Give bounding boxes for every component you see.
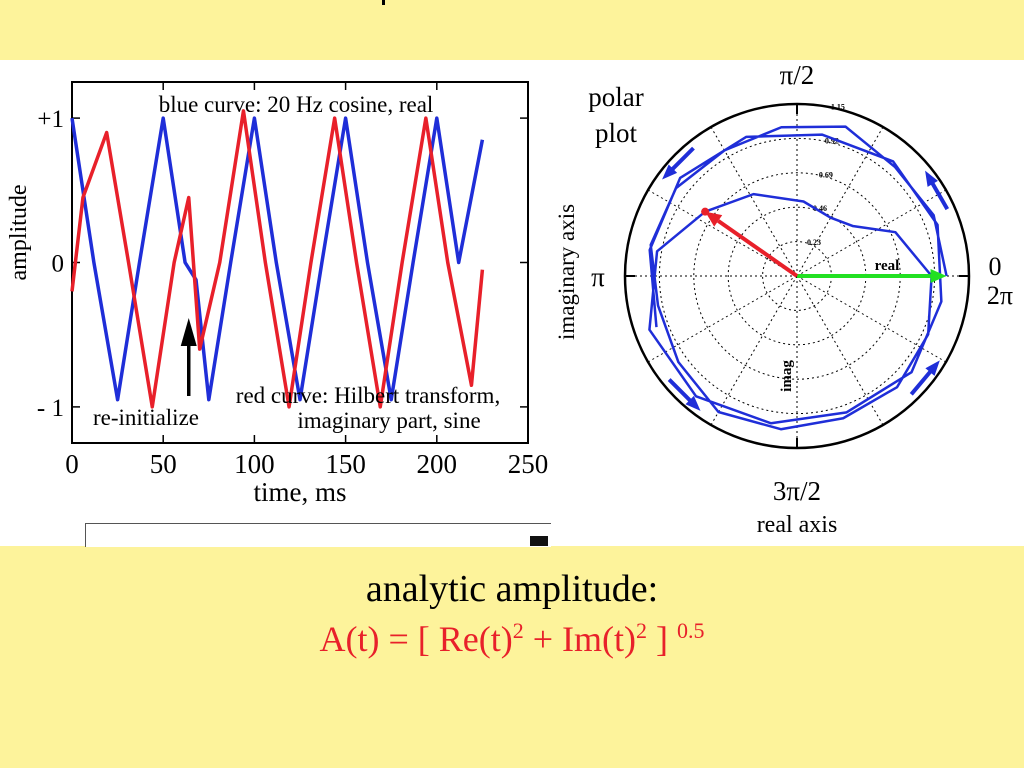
red-curve-label-1: red curve: Hilbert transform,: [236, 383, 500, 408]
radial-tick-label: 0.23: [807, 238, 821, 247]
angle-label-right-2pi: 2π: [987, 281, 1013, 310]
x-tick-label: 50: [150, 449, 177, 479]
polar-spoke: [647, 189, 798, 277]
polar-plot-chart: 0.23 0.46 0.69 0.92 1.15 real imag π/2 π 02π 3π/2 p…: [554, 60, 1013, 538]
formula-sup-3: 0.5: [677, 618, 705, 643]
direction-arrow-shaft: [928, 178, 950, 211]
real-vector-head: [930, 269, 947, 283]
blue-cosine-line: [70, 116, 485, 402]
polar-title-line-1: polar: [588, 82, 643, 112]
y-tick-label: 0: [52, 251, 65, 278]
bottom-mark: [530, 536, 548, 546]
radial-tick-label: 0.46: [813, 204, 827, 213]
polar-title-line-2: plot: [595, 118, 638, 148]
x-tick-label: 150: [325, 449, 366, 479]
formula-sup-2: 2: [636, 618, 648, 643]
formula-part-1: A(t) = [ Re(t): [319, 619, 513, 659]
angle-label-top: π/2: [780, 60, 815, 90]
imag-vector-tip: [701, 207, 710, 216]
polar-spoke: [796, 275, 884, 426]
top-mark: [382, 0, 385, 5]
x-tick-label: 250: [508, 449, 549, 479]
x-tick-label: 100: [234, 449, 275, 479]
imag-vector-label: imag: [779, 360, 795, 392]
re-initialize-arrow-head: [180, 318, 197, 346]
polar-spoke: [796, 275, 947, 363]
y-tick-label: - 1: [37, 395, 64, 422]
polar-spoke: [796, 189, 947, 277]
polar-spoke: [710, 275, 798, 426]
radial-tick-label: 1.15: [831, 103, 845, 112]
polar-spoke: [647, 275, 798, 363]
y-tick-label: +1: [37, 106, 64, 133]
direction-arrow-head: [662, 164, 678, 180]
formula-part-3: ]: [647, 619, 678, 659]
direction-arrow-shaft: [667, 146, 695, 174]
x-tick-label: 0: [65, 449, 79, 479]
direction-arrow-shaft: [909, 366, 935, 396]
radial-tick-label: 0.69: [819, 170, 833, 179]
y-axis-label: amplitude: [6, 185, 32, 281]
polar-y-axis-label: imaginary axis: [554, 204, 579, 340]
polar-x-axis-label: real axis: [757, 512, 838, 538]
angle-label-left: π: [591, 262, 605, 292]
direction-arrow-head: [685, 395, 701, 411]
formula-sup-1: 2: [512, 618, 524, 643]
figure-panel: 0 50 100 150 200 250 +1 0- 1 time, ms amplitude bl…: [0, 60, 1024, 546]
polar-spoke: [710, 126, 798, 277]
real-vector-label: real: [875, 258, 900, 274]
formula-part-2: + Im(t): [523, 619, 637, 659]
polar-spoke: [796, 126, 884, 277]
angle-label-right-0: 0: [989, 252, 1002, 281]
imag-vector-shaft: [717, 219, 799, 278]
red-curve-label-2: imaginary part, sine: [297, 408, 480, 433]
direction-arrow-head: [925, 360, 940, 376]
radial-tick-label: 0.92: [825, 136, 839, 145]
re-initialize-label: re-initialize: [93, 405, 199, 430]
blue-curve-label: blue curve: 20 Hz cosine, real: [159, 92, 434, 117]
red-sine-line: [70, 109, 485, 409]
analytic-signal-trajectory: [648, 125, 948, 431]
direction-arrow-head: [925, 170, 938, 187]
direction-arrow-shaft: [667, 378, 695, 406]
imag-vector-head: [705, 211, 723, 227]
angle-label-bottom: 3π/2: [773, 476, 821, 506]
formula: A(t) = [ Re(t)2 + Im(t)2 ] 0.5: [0, 618, 1024, 660]
bottom-strip: [85, 523, 551, 547]
x-tick-label: 200: [417, 449, 458, 479]
caption: analytic amplitude:: [365, 568, 659, 610]
x-axis-label: time, ms: [254, 477, 347, 507]
